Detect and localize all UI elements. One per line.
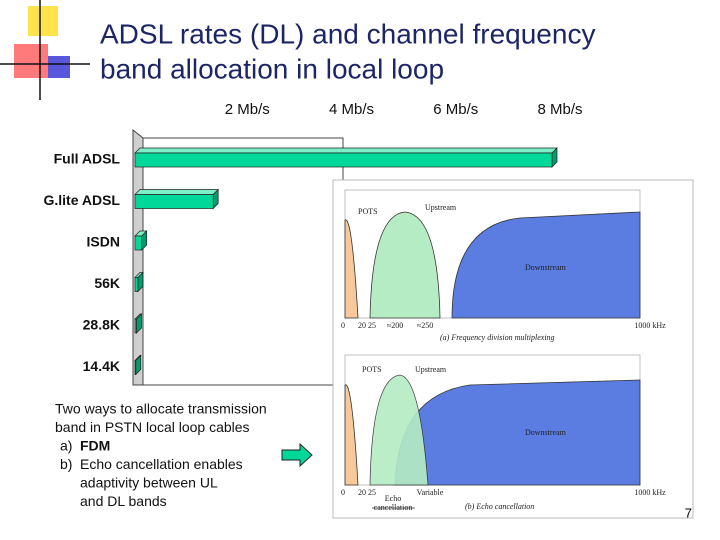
pots-band — [344, 384, 359, 486]
axis-label: 0 — [341, 488, 345, 497]
category-label: 28.8K — [83, 317, 120, 333]
x-tick-label: 4 Mb/s — [329, 101, 374, 118]
echo-label: cancellation — [374, 503, 413, 512]
axis-label: 20 — [358, 488, 366, 497]
panel-caption: (a) Frequency division multiplexing — [440, 333, 555, 342]
band-label: Upstream — [415, 365, 447, 374]
x-tick-label: 6 Mb/s — [433, 101, 478, 118]
axis-label: 1000 kHz — [634, 488, 666, 497]
notes: Two ways to allocate transmission band in… — [55, 401, 267, 510]
figure — [332, 179, 694, 519]
arrow — [281, 442, 313, 468]
panel-caption: (b) Echo cancellation — [465, 502, 534, 511]
band-label: POTS — [358, 207, 378, 216]
note-line: band in PSTN local loop cables — [55, 419, 250, 435]
axis-label: 20 — [358, 321, 366, 330]
note-line: and DL bands — [80, 493, 167, 509]
category-label: ISDN — [87, 234, 120, 250]
plot-wall — [142, 137, 344, 386]
category-label: 56K — [94, 275, 120, 291]
category-label: Full ADSL — [54, 151, 121, 167]
page-number: 7 — [685, 505, 692, 520]
axis-label: ≈250 — [417, 321, 433, 330]
category-label: G.lite ADSL — [44, 192, 121, 208]
item-label: b) — [60, 456, 72, 472]
band-label: Downstream — [525, 428, 567, 437]
note-line: Echo cancellation enables — [80, 456, 243, 472]
band-label: Upstream — [425, 203, 457, 212]
deco-square — [28, 6, 58, 36]
bar — [134, 235, 143, 251]
deco-square — [14, 44, 48, 78]
decoration — [0, 0, 90, 100]
deco-square — [48, 56, 70, 78]
title-line: ADSL rates (DL) and channel frequency — [100, 18, 595, 49]
upstream-band — [369, 374, 429, 486]
echo-label: Echo — [385, 494, 401, 503]
plot-wall-side — [132, 128, 144, 386]
highlight: FDM — [80, 438, 110, 454]
pots-band — [344, 219, 359, 319]
downstream-band — [451, 211, 641, 319]
band-label: Downstream — [525, 263, 567, 272]
axis-label: ≈200 — [387, 321, 403, 330]
x-tick-label: 8 Mb/s — [537, 101, 582, 118]
bar-top — [134, 147, 558, 154]
bar-chart: 2 Mb/s 4 Mb/s 6 Mb/s 8 Mb/s Full ADSL G.lite … — [44, 101, 583, 376]
item-label: a) — [60, 438, 72, 454]
plot-area — [132, 128, 344, 386]
x-tick-label: 2 Mb/s — [225, 101, 270, 118]
axis-label: 0 — [341, 321, 345, 330]
category-label: 14.4K — [83, 358, 120, 374]
note-line: adaptivity between UL — [80, 475, 218, 491]
axis-label: 1000 kHz — [634, 321, 666, 330]
note-line: Two ways to allocate transmission — [55, 401, 267, 417]
axis-label: Variable — [417, 488, 444, 497]
axis-label: 25 — [368, 321, 376, 330]
upstream-band — [369, 211, 441, 319]
bar — [134, 152, 553, 168]
bar — [134, 360, 137, 375]
bar — [134, 318, 137, 334]
bar — [134, 194, 214, 209]
title-line: band allocation in local loop — [100, 53, 444, 84]
bar-top — [134, 189, 220, 195]
band-label: POTS — [362, 365, 382, 374]
bar — [134, 277, 139, 292]
axis-label: 25 — [368, 488, 376, 497]
